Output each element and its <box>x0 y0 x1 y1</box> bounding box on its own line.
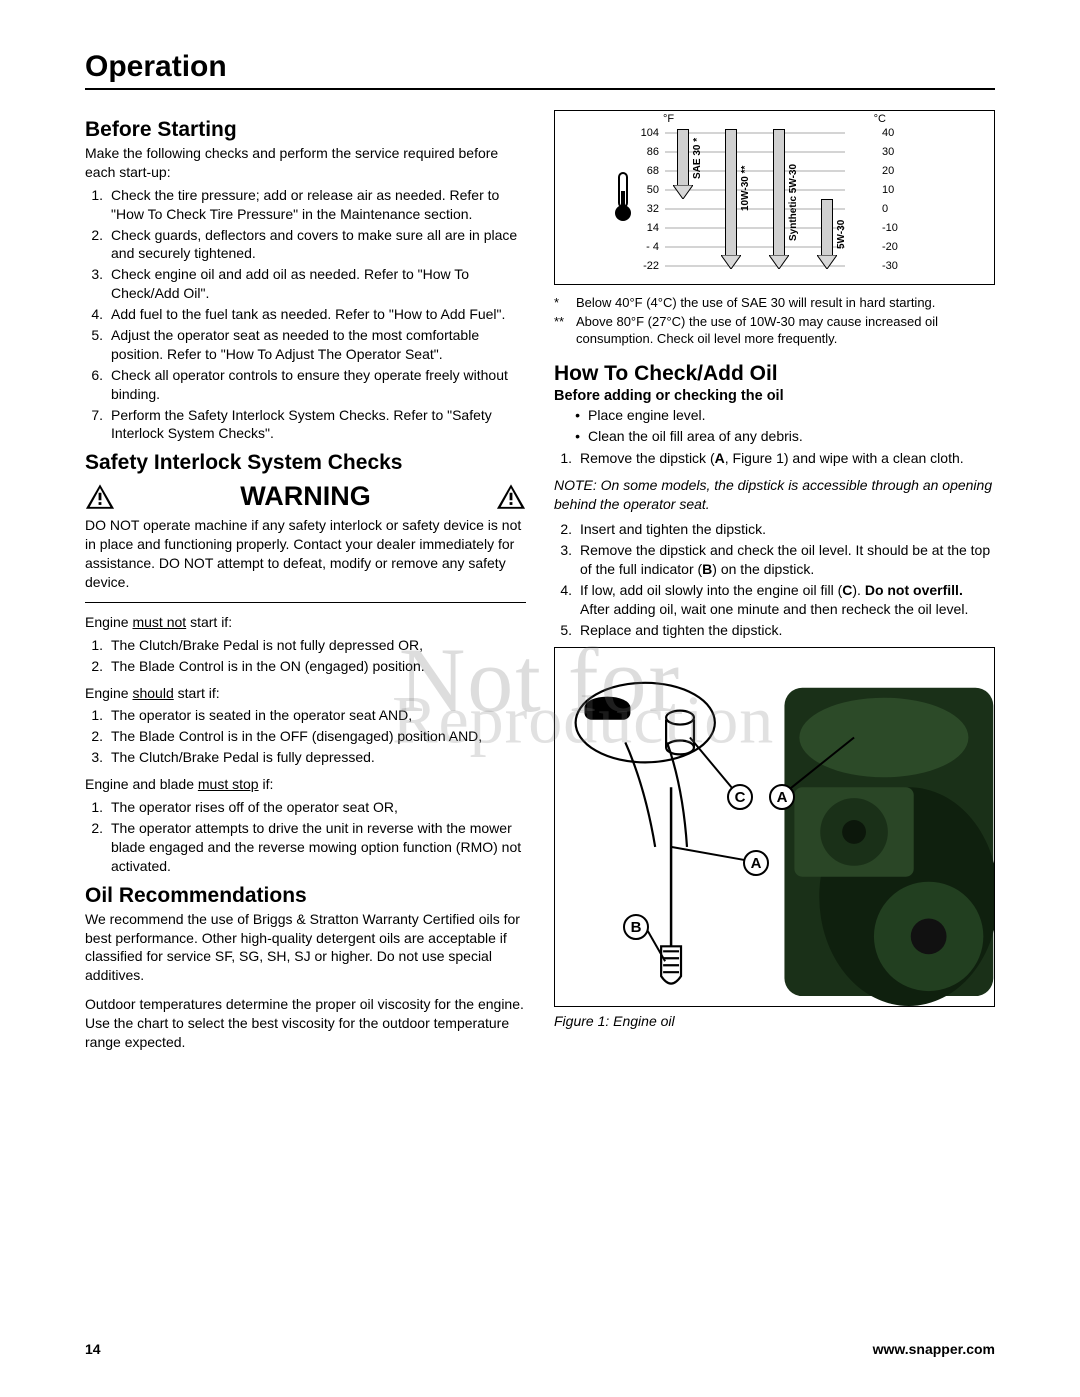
oil-viscosity-chart: °F °C 104 86 68 50 32 14 - 4 -22 40 30 2… <box>554 110 995 285</box>
oil-rec-heading: Oil Recommendations <box>85 884 526 908</box>
list-item: The Blade Control is in the OFF (disenga… <box>111 727 526 746</box>
engine-figure: C A A B <box>554 647 995 1007</box>
thermometer-icon <box>610 171 636 223</box>
page-title: Operation <box>85 50 995 90</box>
check-oil-steps-1: 1. Remove the dipstick (A, Figure 1) and… <box>554 449 995 468</box>
check-oil-subhead: Before adding or checking the oil <box>554 388 995 404</box>
check-oil-bullets: Place engine level. Clean the oil fill a… <box>554 406 995 446</box>
list-item: Adjust the operator seat as needed to th… <box>111 326 526 364</box>
tick: - 4 <box>635 241 659 253</box>
list-item: The Clutch/Brake Pedal is fully depresse… <box>111 748 526 767</box>
left-column: Before Starting Make the following check… <box>85 110 526 1052</box>
engine-diagram-icon <box>555 648 994 1006</box>
oil-bar <box>677 129 689 189</box>
tick: 20 <box>882 165 906 177</box>
must-stop-label: Engine and blade must stop if: <box>85 775 526 794</box>
warning-title: WARNING <box>115 481 496 512</box>
list-item: The operator attempts to drive the unit … <box>111 819 526 876</box>
list-item: Remove the dipstick (A, Figure 1) and wi… <box>580 449 995 468</box>
list-item: The Clutch/Brake Pedal is not fully depr… <box>111 636 526 655</box>
list-item: Remove the dipstick and check the oil le… <box>580 541 995 579</box>
tick: 40 <box>882 127 906 139</box>
oil-label: 10W-30 ** <box>740 166 751 211</box>
oil-rec-p1: We recommend the use of Briggs & Stratto… <box>85 910 526 986</box>
list-item: The operator is seated in the operator s… <box>111 706 526 725</box>
must-not-label: Engine must not start if: <box>85 613 526 632</box>
warning-row: WARNING <box>85 481 526 512</box>
tick: -10 <box>882 222 906 234</box>
tick: 68 <box>635 165 659 177</box>
figure-caption: Figure 1: Engine oil <box>554 1013 995 1029</box>
footer-url: www.snapper.com <box>873 1341 995 1357</box>
list-item: Check all operator controls to ensure th… <box>111 366 526 404</box>
oil-label: 5W-30 <box>836 220 847 249</box>
must-not-list: 1.The Clutch/Brake Pedal is not fully de… <box>85 636 526 676</box>
oil-bar <box>821 199 833 259</box>
arrowhead-icon <box>817 255 837 269</box>
should-label: Engine should start if: <box>85 684 526 703</box>
unit-f-icon: °F <box>663 113 674 125</box>
warning-triangle-icon <box>85 483 115 510</box>
list-item: Replace and tighten the dipstick. <box>580 621 995 640</box>
tick: 10 <box>882 184 906 196</box>
warning-triangle-icon <box>496 483 526 510</box>
unit-c-icon: °C <box>874 113 886 125</box>
list-item: Insert and tighten the dipstick. <box>580 520 995 539</box>
page-number: 14 <box>85 1341 101 1357</box>
list-item: Check engine oil and add oil as needed. … <box>111 265 526 303</box>
safety-checks-heading: Safety Interlock System Checks <box>85 451 526 475</box>
oil-bar <box>773 129 785 259</box>
list-item: The Blade Control is in the ON (engaged)… <box>111 657 526 676</box>
chart-footnote-1: *Below 40°F (4°C) the use of SAE 30 will… <box>554 295 995 312</box>
right-column: °F °C 104 86 68 50 32 14 - 4 -22 40 30 2… <box>554 110 995 1052</box>
tick: 0 <box>882 203 906 215</box>
tick: 32 <box>635 203 659 215</box>
must-stop-list: 1.The operator rises off of the operator… <box>85 798 526 876</box>
list-item: Perform the Safety Interlock System Chec… <box>111 406 526 444</box>
list-item: Clean the oil fill area of any debris. <box>588 427 803 446</box>
list-item: Add fuel to the fuel tank as needed. Ref… <box>111 305 526 324</box>
tick: 86 <box>635 146 659 158</box>
list-item: If low, add oil slowly into the engine o… <box>580 581 995 619</box>
list-item: Place engine level. <box>588 406 706 425</box>
oil-label: Synthetic 5W-30 <box>788 164 799 241</box>
list-item: Check guards, deflectors and covers to m… <box>111 226 526 264</box>
list-item: The operator rises off of the operator s… <box>111 798 526 817</box>
before-starting-heading: Before Starting <box>85 118 526 142</box>
list-item: Check the tire pressure; add or release … <box>111 186 526 224</box>
tick: 50 <box>635 184 659 196</box>
oil-label: SAE 30 * <box>692 138 703 179</box>
check-add-oil-heading: How To Check/Add Oil <box>554 362 995 386</box>
tick: 14 <box>635 222 659 234</box>
check-oil-note: NOTE: On some models, the dipstick is ac… <box>554 476 995 514</box>
oil-bar <box>725 129 737 259</box>
tick: 30 <box>882 146 906 158</box>
warning-body: DO NOT operate machine if any safety int… <box>85 516 526 603</box>
should-list: 1.The operator is seated in the operator… <box>85 706 526 767</box>
chart-footnote-2: **Above 80°F (27°C) the use of 10W-30 ma… <box>554 314 995 348</box>
arrowhead-icon <box>769 255 789 269</box>
tick: 104 <box>635 127 659 139</box>
arrowhead-icon <box>721 255 741 269</box>
tick: -22 <box>635 260 659 272</box>
before-starting-intro: Make the following checks and perform th… <box>85 144 526 182</box>
arrowhead-icon <box>673 185 693 199</box>
oil-rec-p2: Outdoor temperatures determine the prope… <box>85 995 526 1052</box>
before-starting-list: 1.Check the tire pressure; add or releas… <box>85 186 526 444</box>
tick: -30 <box>882 260 906 272</box>
tick: -20 <box>882 241 906 253</box>
check-oil-steps-2: 2.Insert and tighten the dipstick. 3. Re… <box>554 520 995 639</box>
